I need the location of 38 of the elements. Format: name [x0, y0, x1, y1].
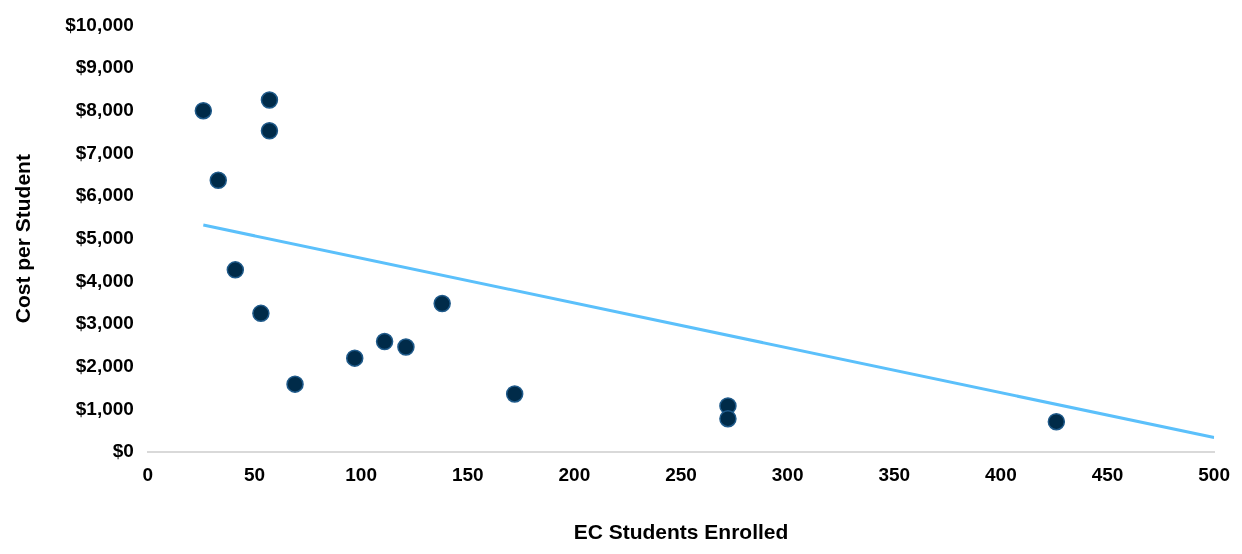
x-tick-label: 350	[878, 463, 911, 485]
y-tick-label: $0	[112, 440, 134, 462]
y-axis-title: Cost per Student	[11, 154, 35, 324]
point	[1047, 412, 1066, 431]
point	[252, 304, 270, 323]
point	[260, 122, 279, 140]
y-tick-label: $8,000	[75, 98, 134, 120]
point	[194, 101, 213, 120]
x-tick-label: 250	[665, 463, 697, 485]
y-tick-label: $6,000	[75, 184, 134, 206]
point	[505, 385, 524, 403]
y-tick-label: $1,000	[75, 397, 134, 419]
x-tick-label: 100	[345, 463, 377, 485]
point	[345, 349, 364, 367]
y-tick-label: $10,000	[65, 13, 134, 35]
point	[209, 171, 227, 190]
x-tick-label: 300	[771, 463, 804, 485]
y-tick-label: $5,000	[75, 226, 134, 248]
point	[286, 375, 304, 393]
x-tick-label: 150	[451, 463, 484, 485]
point	[226, 261, 245, 279]
x-axis-title: EC Students Enrolled	[573, 520, 789, 544]
point	[260, 91, 279, 109]
y-tick-label: $2,000	[75, 354, 134, 376]
point	[375, 332, 394, 351]
y-tick-label: $7,000	[75, 141, 134, 163]
x-tick-label: 400	[985, 463, 1017, 485]
point	[433, 294, 451, 313]
x-tick-label: 500	[1198, 463, 1230, 485]
y-tick-label: $3,000	[75, 312, 134, 334]
x-tick-label: 450	[1091, 463, 1124, 485]
y-tick-label: $9,000	[75, 56, 134, 78]
point	[719, 409, 737, 428]
x-tick-label: 200	[558, 463, 591, 485]
x-tick-label: 0	[142, 463, 154, 485]
point	[397, 338, 415, 356]
x-tick-label: 50	[243, 463, 266, 485]
y-tick-label: $4,000	[75, 269, 134, 291]
